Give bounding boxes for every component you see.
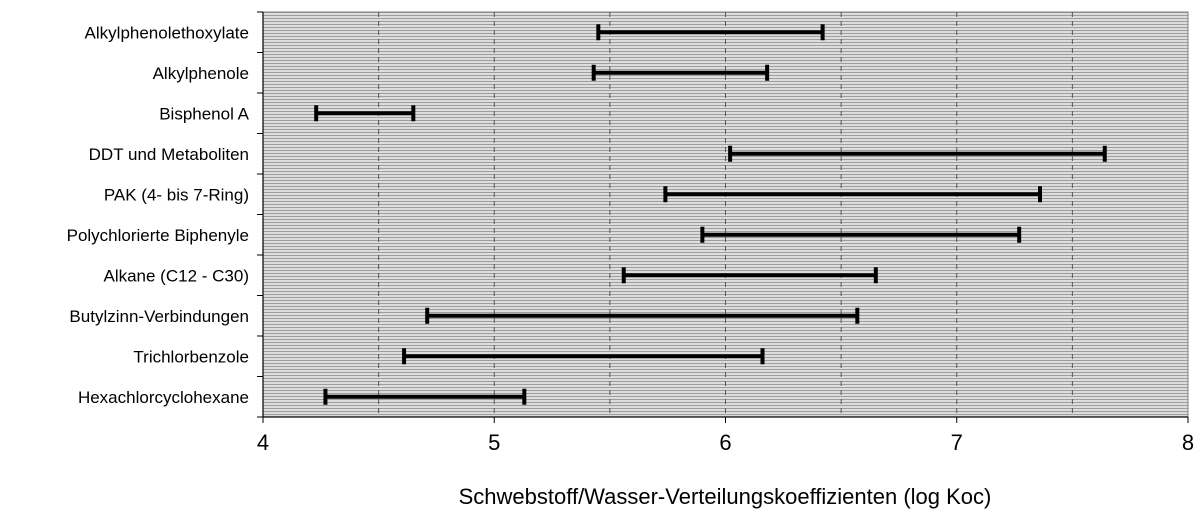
range-bar [596, 24, 825, 41]
category-label: DDT und Metaboliten [89, 145, 249, 164]
range-bar [621, 267, 878, 284]
grid-lines [378, 12, 1073, 417]
x-tick-label: 5 [488, 430, 500, 455]
category-labels: Alkylphenolethoxylate Alkylphenole Bisphen… [67, 23, 250, 407]
axes [257, 11, 1189, 423]
category-label: Trichlorbenzole [133, 347, 249, 366]
range-bar [402, 348, 765, 365]
x-tick-label: 6 [719, 430, 731, 455]
range-bar [591, 64, 770, 81]
range-bar [314, 105, 416, 122]
x-tick-label: 4 [257, 430, 269, 455]
x-axis-title: Schwebstoff/Wasser-Verteilungskoeffizien… [459, 484, 992, 509]
x-tick-label: 7 [951, 430, 963, 455]
range-bar [323, 388, 527, 405]
category-label: Alkane (C12 - C30) [103, 266, 249, 285]
category-label: Bisphenol A [159, 104, 249, 123]
category-label: Alkylphenolethoxylate [85, 23, 249, 42]
range-bar [728, 145, 1107, 162]
category-label: Butylzinn-Verbindungen [69, 307, 249, 326]
category-label: Alkylphenole [153, 64, 249, 83]
range-bar [663, 186, 1042, 203]
x-tick-label: 8 [1182, 430, 1194, 455]
category-label: Polychlorierte Biphenyle [67, 226, 249, 245]
range-bar [425, 307, 860, 324]
range-bar [700, 226, 1022, 243]
x-tick-labels: 4 5 6 7 8 [257, 430, 1194, 455]
range-bars [314, 24, 1107, 405]
category-label: PAK (4- bis 7-Ring) [104, 185, 249, 204]
category-label: Hexachlorcyclohexane [78, 388, 249, 407]
